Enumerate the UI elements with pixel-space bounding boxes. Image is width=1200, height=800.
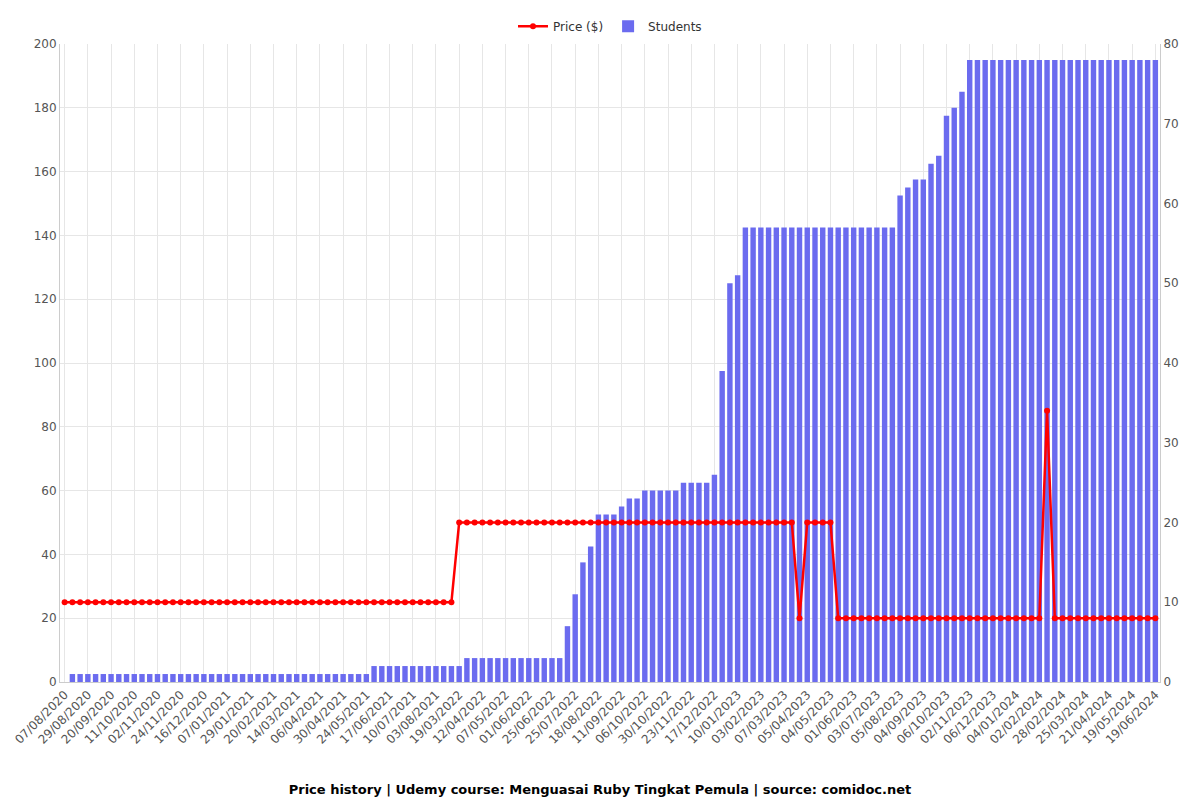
svg-text:06/10/2022: 06/10/2022	[592, 688, 651, 747]
svg-text:01/06/2023: 01/06/2023	[801, 688, 860, 747]
svg-text:23/11/2022: 23/11/2022	[639, 688, 698, 747]
svg-text:18/08/2022: 18/08/2022	[546, 688, 605, 747]
svg-text:180: 180	[34, 101, 57, 115]
svg-text:03/07/2023: 03/07/2023	[824, 688, 883, 747]
svg-text:20/02/2021: 20/02/2021	[221, 688, 280, 747]
svg-text:24/11/2020: 24/11/2020	[128, 688, 187, 747]
svg-text:02/11/2023: 02/11/2023	[917, 688, 976, 747]
svg-text:30/04/2021: 30/04/2021	[291, 688, 350, 747]
svg-text:100: 100	[34, 356, 57, 370]
svg-text:200: 200	[34, 37, 57, 51]
svg-text:16/12/2020: 16/12/2020	[151, 688, 210, 747]
svg-text:0: 0	[1163, 675, 1171, 689]
svg-text:12/04/2022: 12/04/2022	[430, 688, 489, 747]
svg-text:25/07/2022: 25/07/2022	[523, 688, 582, 747]
svg-text:28/02/2024: 28/02/2024	[1010, 688, 1069, 747]
svg-text:02/11/2020: 02/11/2020	[105, 688, 164, 747]
svg-text:03/08/2021: 03/08/2021	[384, 688, 443, 747]
svg-text:04/01/2024: 04/01/2024	[964, 688, 1023, 747]
svg-text:29/01/2021: 29/01/2021	[198, 688, 257, 747]
svg-text:50: 50	[1163, 276, 1178, 290]
svg-text:07/05/2022: 07/05/2022	[453, 688, 512, 747]
svg-text:07/08/2020: 07/08/2020	[12, 688, 71, 747]
svg-text:05/04/2023: 05/04/2023	[755, 688, 814, 747]
svg-text:Students: Students	[648, 20, 702, 34]
svg-text:80: 80	[1163, 37, 1178, 51]
svg-text:03/02/2023: 03/02/2023	[708, 688, 767, 747]
svg-text:19/05/2024: 19/05/2024	[1080, 688, 1139, 747]
svg-text:14/03/2021: 14/03/2021	[244, 688, 303, 747]
svg-text:24/05/2021: 24/05/2021	[314, 688, 373, 747]
svg-text:10: 10	[1163, 595, 1178, 609]
svg-text:20: 20	[41, 611, 56, 625]
svg-text:20/09/2020: 20/09/2020	[59, 688, 118, 747]
svg-text:160: 160	[34, 165, 57, 179]
svg-text:02/02/2024: 02/02/2024	[987, 688, 1046, 747]
svg-text:06/10/2023: 06/10/2023	[894, 688, 953, 747]
svg-text:06/04/2021: 06/04/2021	[267, 688, 326, 747]
svg-text:07/03/2023: 07/03/2023	[732, 688, 791, 747]
svg-text:0: 0	[49, 675, 57, 689]
svg-text:11/09/2022: 11/09/2022	[569, 688, 628, 747]
svg-text:11/10/2020: 11/10/2020	[82, 688, 141, 747]
svg-text:05/08/2023: 05/08/2023	[848, 688, 907, 747]
svg-text:120: 120	[34, 292, 57, 306]
svg-text:10/07/2021: 10/07/2021	[360, 688, 419, 747]
svg-text:17/06/2021: 17/06/2021	[337, 688, 396, 747]
svg-text:04/05/2023: 04/05/2023	[778, 688, 837, 747]
svg-text:80: 80	[41, 420, 56, 434]
svg-text:10/01/2023: 10/01/2023	[685, 688, 744, 747]
svg-text:40: 40	[41, 548, 56, 562]
svg-text:30: 30	[1163, 436, 1178, 450]
svg-text:29/08/2020: 29/08/2020	[35, 688, 94, 747]
svg-text:19/03/2022: 19/03/2022	[407, 688, 466, 747]
svg-text:140: 140	[34, 229, 57, 243]
svg-text:04/09/2023: 04/09/2023	[871, 688, 930, 747]
svg-text:01/06/2022: 01/06/2022	[476, 688, 535, 747]
svg-text:21/04/2024: 21/04/2024	[1057, 688, 1116, 747]
svg-text:70: 70	[1163, 117, 1178, 131]
svg-text:17/12/2022: 17/12/2022	[662, 688, 721, 747]
svg-text:60: 60	[41, 484, 56, 498]
svg-text:60: 60	[1163, 197, 1178, 211]
svg-text:Price history | Udemy course:: Price history | Udemy course: Menguasai …	[289, 782, 912, 797]
svg-text:40: 40	[1163, 356, 1178, 370]
svg-text:06/12/2023: 06/12/2023	[940, 688, 999, 747]
svg-text:30/10/2022: 30/10/2022	[616, 688, 675, 747]
svg-text:07/01/2021: 07/01/2021	[175, 688, 234, 747]
svg-text:20: 20	[1163, 516, 1178, 530]
svg-text:19/06/2024: 19/06/2024	[1103, 688, 1162, 747]
svg-text:Price ($): Price ($)	[553, 20, 603, 34]
svg-text:25/06/2022: 25/06/2022	[500, 688, 559, 747]
svg-text:25/03/2024: 25/03/2024	[1033, 688, 1092, 747]
